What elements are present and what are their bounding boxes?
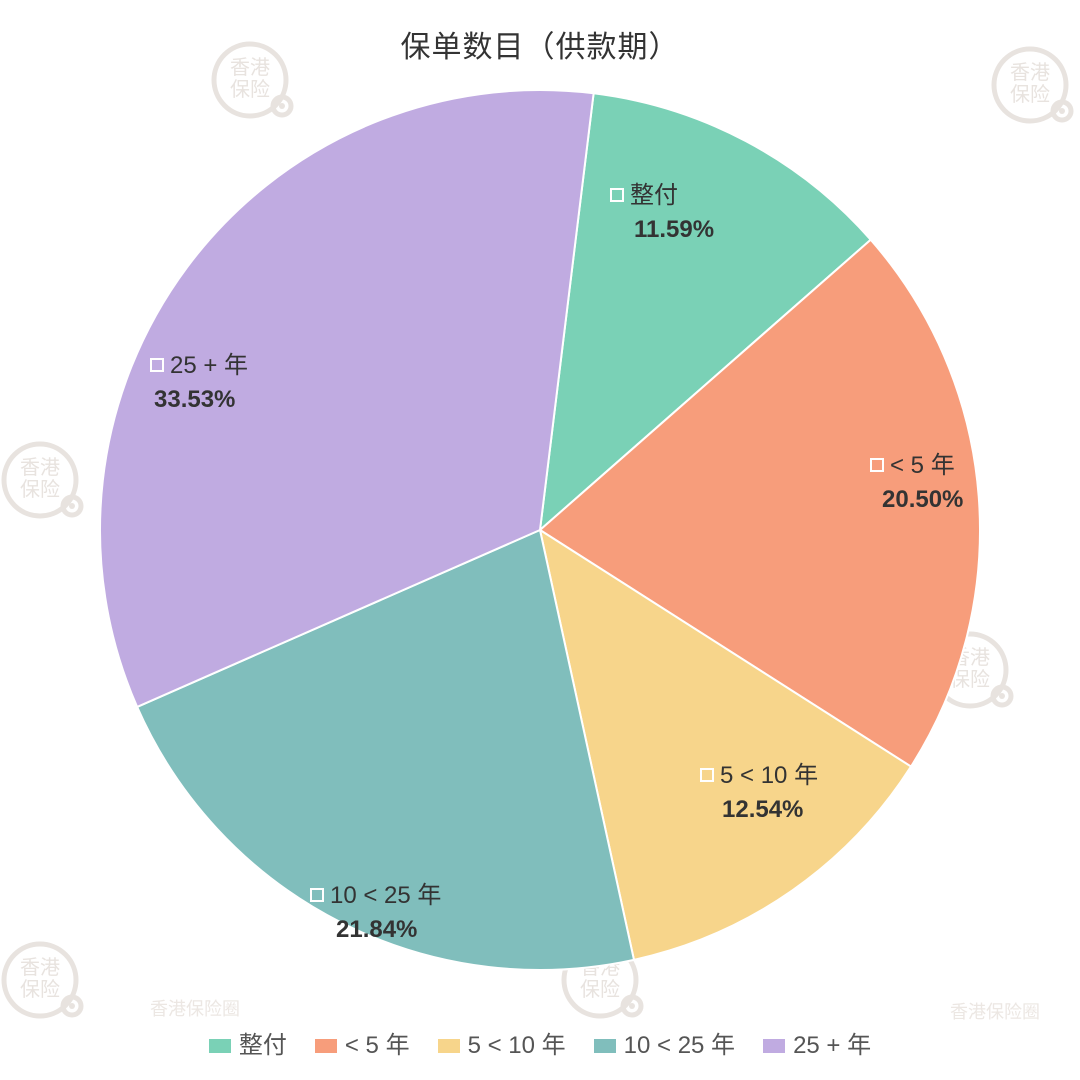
pie-svg (0, 60, 1080, 1000)
slice-pct: 20.50% (870, 484, 963, 516)
legend: 整付 < 5 年 5 < 10 年 10 < 25 年 25 + 年 (0, 1025, 1080, 1060)
slice-marker-icon (310, 888, 324, 902)
slice-label-lt5: < 5 年 20.50% (870, 450, 963, 517)
legend-swatch-icon (763, 1039, 785, 1053)
legend-item-lt5: < 5 年 (315, 1025, 410, 1060)
slice-marker-icon (870, 458, 884, 472)
slice-pct: 12.54% (700, 794, 818, 826)
pie-chart: 整付 11.59% < 5 年 20.50% 5 < 10 年 12.54% 10 < 25… (0, 60, 1080, 1000)
legend-label: < 5 年 (345, 1032, 410, 1059)
legend-swatch-icon (209, 1039, 231, 1053)
slice-marker-icon (150, 358, 164, 372)
slice-pct: 11.59% (610, 214, 714, 246)
slice-name: 5 < 10 年 (720, 762, 818, 789)
legend-swatch-icon (438, 1039, 460, 1053)
legend-label: 5 < 10 年 (468, 1032, 566, 1059)
legend-item-25plus: 25 + 年 (763, 1025, 871, 1060)
slice-pct: 21.84% (310, 914, 441, 946)
slice-label-5to10: 5 < 10 年 12.54% (700, 760, 818, 827)
slice-label-25plus: 25 + 年 33.53% (150, 350, 248, 417)
slice-marker-icon (610, 188, 624, 202)
legend-swatch-icon (594, 1039, 616, 1053)
slice-marker-icon (700, 768, 714, 782)
slice-name: 10 < 25 年 (330, 882, 441, 909)
legend-label: 整付 (239, 1032, 287, 1059)
legend-item-lumpsum: 整付 (209, 1025, 287, 1060)
slice-name: 25 + 年 (170, 352, 248, 379)
legend-item-5to10: 5 < 10 年 (438, 1025, 566, 1060)
slice-label-10to25: 10 < 25 年 21.84% (310, 880, 441, 947)
legend-label: 10 < 25 年 (624, 1032, 735, 1059)
slice-pct: 33.53% (150, 384, 248, 416)
slice-name: 整付 (630, 182, 678, 209)
slice-name: < 5 年 (890, 452, 955, 479)
slice-label-lumpsum: 整付 11.59% (610, 180, 714, 247)
legend-label: 25 + 年 (793, 1032, 871, 1059)
legend-item-10to25: 10 < 25 年 (594, 1025, 735, 1060)
legend-swatch-icon (315, 1039, 337, 1053)
